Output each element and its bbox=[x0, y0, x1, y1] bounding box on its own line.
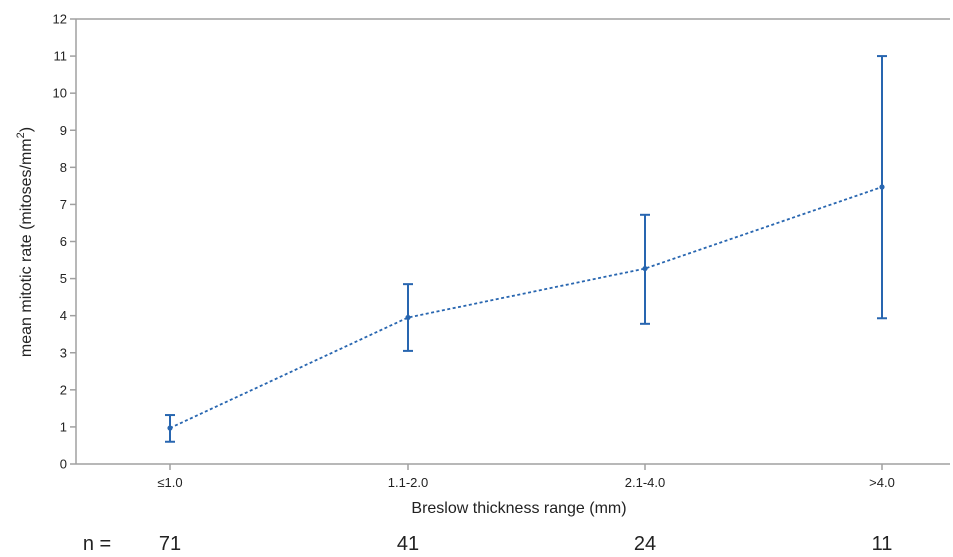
series-line bbox=[169, 186, 883, 429]
n-label: n = bbox=[83, 533, 111, 555]
y-axis-title-superscript: 2 bbox=[15, 132, 27, 138]
axes bbox=[75, 18, 950, 465]
x-tick-label: >4.0 bbox=[869, 475, 895, 490]
x-tick-label: 1.1-2.0 bbox=[388, 475, 428, 490]
y-axis-title-end: ) bbox=[18, 127, 35, 132]
y-tick-label: 3 bbox=[60, 345, 67, 360]
x-tick-label: ≤1.0 bbox=[157, 475, 182, 490]
n-value: 41 bbox=[397, 533, 419, 555]
n-value: 71 bbox=[159, 533, 181, 555]
n-value: 24 bbox=[634, 533, 656, 555]
y-axis-title: mean mitotic rate (mitoses/mm2) bbox=[15, 127, 35, 357]
x-tick-label: 2.1-4.0 bbox=[625, 475, 665, 490]
y-tick-label: 10 bbox=[53, 86, 67, 101]
data-point bbox=[167, 425, 173, 431]
y-tick-label: 9 bbox=[60, 123, 67, 138]
x-axis-ticks: ≤1.0 1.1-2.0 2.1-4.0 >4.0 bbox=[157, 464, 895, 490]
y-axis-title-main: mean mitotic rate (mitoses/mm bbox=[18, 138, 35, 357]
y-tick-label: 12 bbox=[53, 12, 67, 27]
sample-size-row: n = 71 41 24 11 bbox=[83, 533, 893, 555]
data-point bbox=[642, 265, 648, 272]
y-tick-label: 2 bbox=[60, 382, 67, 397]
y-tick-label: 4 bbox=[60, 308, 67, 323]
data-point bbox=[405, 314, 411, 321]
x-axis-title: Breslow thickness range (mm) bbox=[411, 500, 626, 517]
y-tick-label: 11 bbox=[54, 49, 68, 64]
n-value: 11 bbox=[872, 533, 893, 555]
y-tick-label: 8 bbox=[60, 160, 67, 175]
y-tick-label: 7 bbox=[60, 197, 67, 212]
y-tick-label: 6 bbox=[60, 234, 67, 249]
y-tick-label: 0 bbox=[60, 457, 67, 472]
y-tick-label: 1 bbox=[60, 419, 67, 434]
y-tick-label: 5 bbox=[60, 271, 67, 286]
series-mean-mitotic-rate bbox=[165, 55, 887, 443]
data-point bbox=[879, 184, 885, 190]
